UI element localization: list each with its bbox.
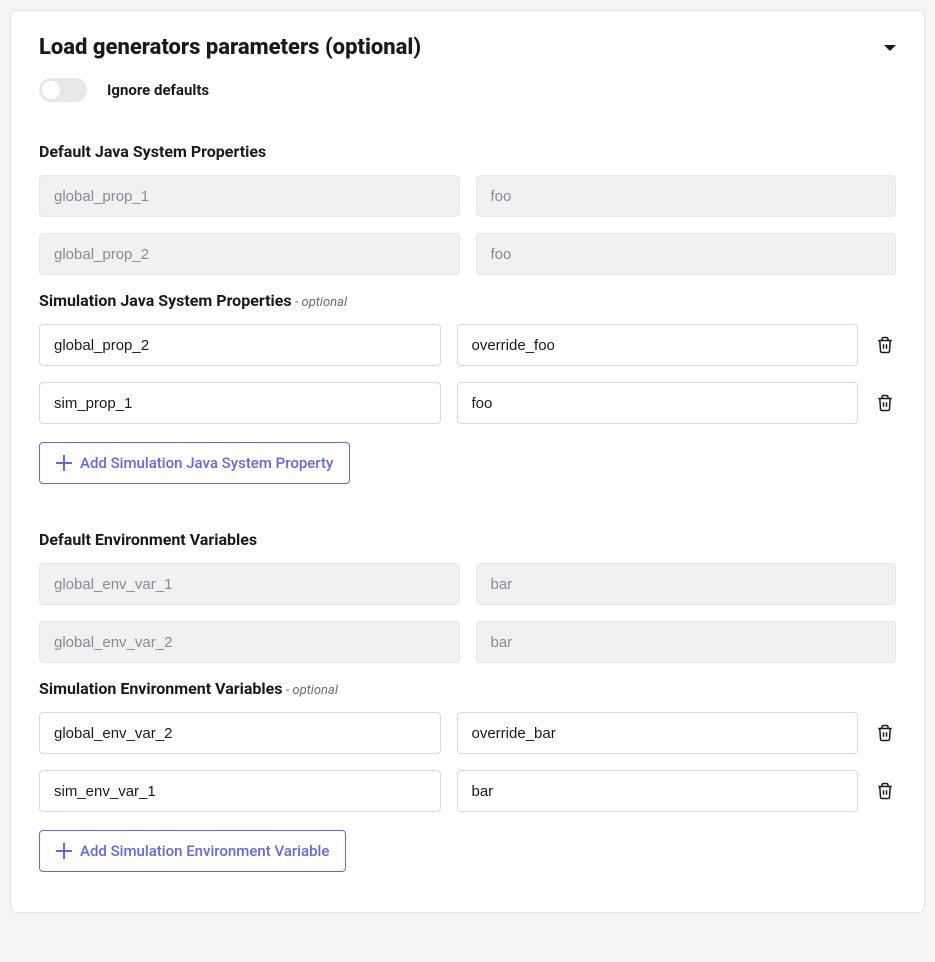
- add-sim-java-prop-button[interactable]: Add Simulation Java System Property: [39, 442, 350, 484]
- section-title-row: Simulation Java System Properties - opti…: [39, 291, 896, 310]
- delete-row-button[interactable]: [874, 722, 896, 744]
- prop-key-input[interactable]: [39, 324, 441, 366]
- table-row: [39, 712, 896, 754]
- delete-row-button[interactable]: [874, 392, 896, 414]
- plus-icon: [56, 843, 72, 859]
- sim-java-props-section: Simulation Java System Properties - opti…: [39, 291, 896, 484]
- env-value-input[interactable]: [457, 770, 859, 812]
- ignore-defaults-row: Ignore defaults: [39, 78, 896, 102]
- prop-value-input: [476, 175, 897, 217]
- prop-key-input[interactable]: [39, 382, 441, 424]
- ignore-defaults-label: Ignore defaults: [107, 81, 209, 99]
- default-env-vars-section: Default Environment Variables: [39, 530, 896, 663]
- env-key-input[interactable]: [39, 770, 441, 812]
- trash-icon: [876, 782, 894, 800]
- prop-value-input[interactable]: [457, 324, 859, 366]
- prop-key-input: [39, 233, 460, 275]
- section-title: Default Java System Properties: [39, 142, 896, 161]
- env-value-input[interactable]: [457, 712, 859, 754]
- env-key-input: [39, 621, 460, 663]
- table-row: [39, 770, 896, 812]
- env-key-input[interactable]: [39, 712, 441, 754]
- default-java-props-section: Default Java System Properties: [39, 142, 896, 275]
- load-generators-panel: Load generators parameters (optional) Ig…: [10, 10, 925, 913]
- section-title: Default Environment Variables: [39, 530, 896, 549]
- panel-header[interactable]: Load generators parameters (optional): [39, 35, 896, 60]
- chevron-down-icon[interactable]: [884, 45, 896, 51]
- env-key-input: [39, 563, 460, 605]
- trash-icon: [876, 336, 894, 354]
- prop-value-input[interactable]: [457, 382, 859, 424]
- optional-suffix: - optional: [283, 683, 338, 698]
- section-title: Simulation Environment Variables: [39, 679, 283, 698]
- env-value-input: [476, 563, 897, 605]
- section-title: Simulation Java System Properties: [39, 291, 292, 310]
- add-button-label: Add Simulation Java System Property: [80, 454, 333, 472]
- toggle-knob: [42, 81, 60, 99]
- panel-title: Load generators parameters (optional): [39, 35, 421, 60]
- table-row: [39, 382, 896, 424]
- ignore-defaults-toggle[interactable]: [39, 78, 87, 102]
- prop-value-input: [476, 233, 897, 275]
- optional-suffix: - optional: [292, 295, 347, 310]
- section-title-row: Simulation Environment Variables - optio…: [39, 679, 896, 698]
- table-row: [39, 175, 896, 217]
- table-row: [39, 233, 896, 275]
- trash-icon: [876, 724, 894, 742]
- plus-icon: [56, 455, 72, 471]
- add-sim-env-var-button[interactable]: Add Simulation Environment Variable: [39, 830, 346, 872]
- add-button-label: Add Simulation Environment Variable: [80, 842, 329, 860]
- trash-icon: [876, 394, 894, 412]
- delete-row-button[interactable]: [874, 780, 896, 802]
- table-row: [39, 621, 896, 663]
- table-row: [39, 324, 896, 366]
- prop-key-input: [39, 175, 460, 217]
- env-value-input: [476, 621, 897, 663]
- table-row: [39, 563, 896, 605]
- delete-row-button[interactable]: [874, 334, 896, 356]
- sim-env-vars-section: Simulation Environment Variables - optio…: [39, 679, 896, 872]
